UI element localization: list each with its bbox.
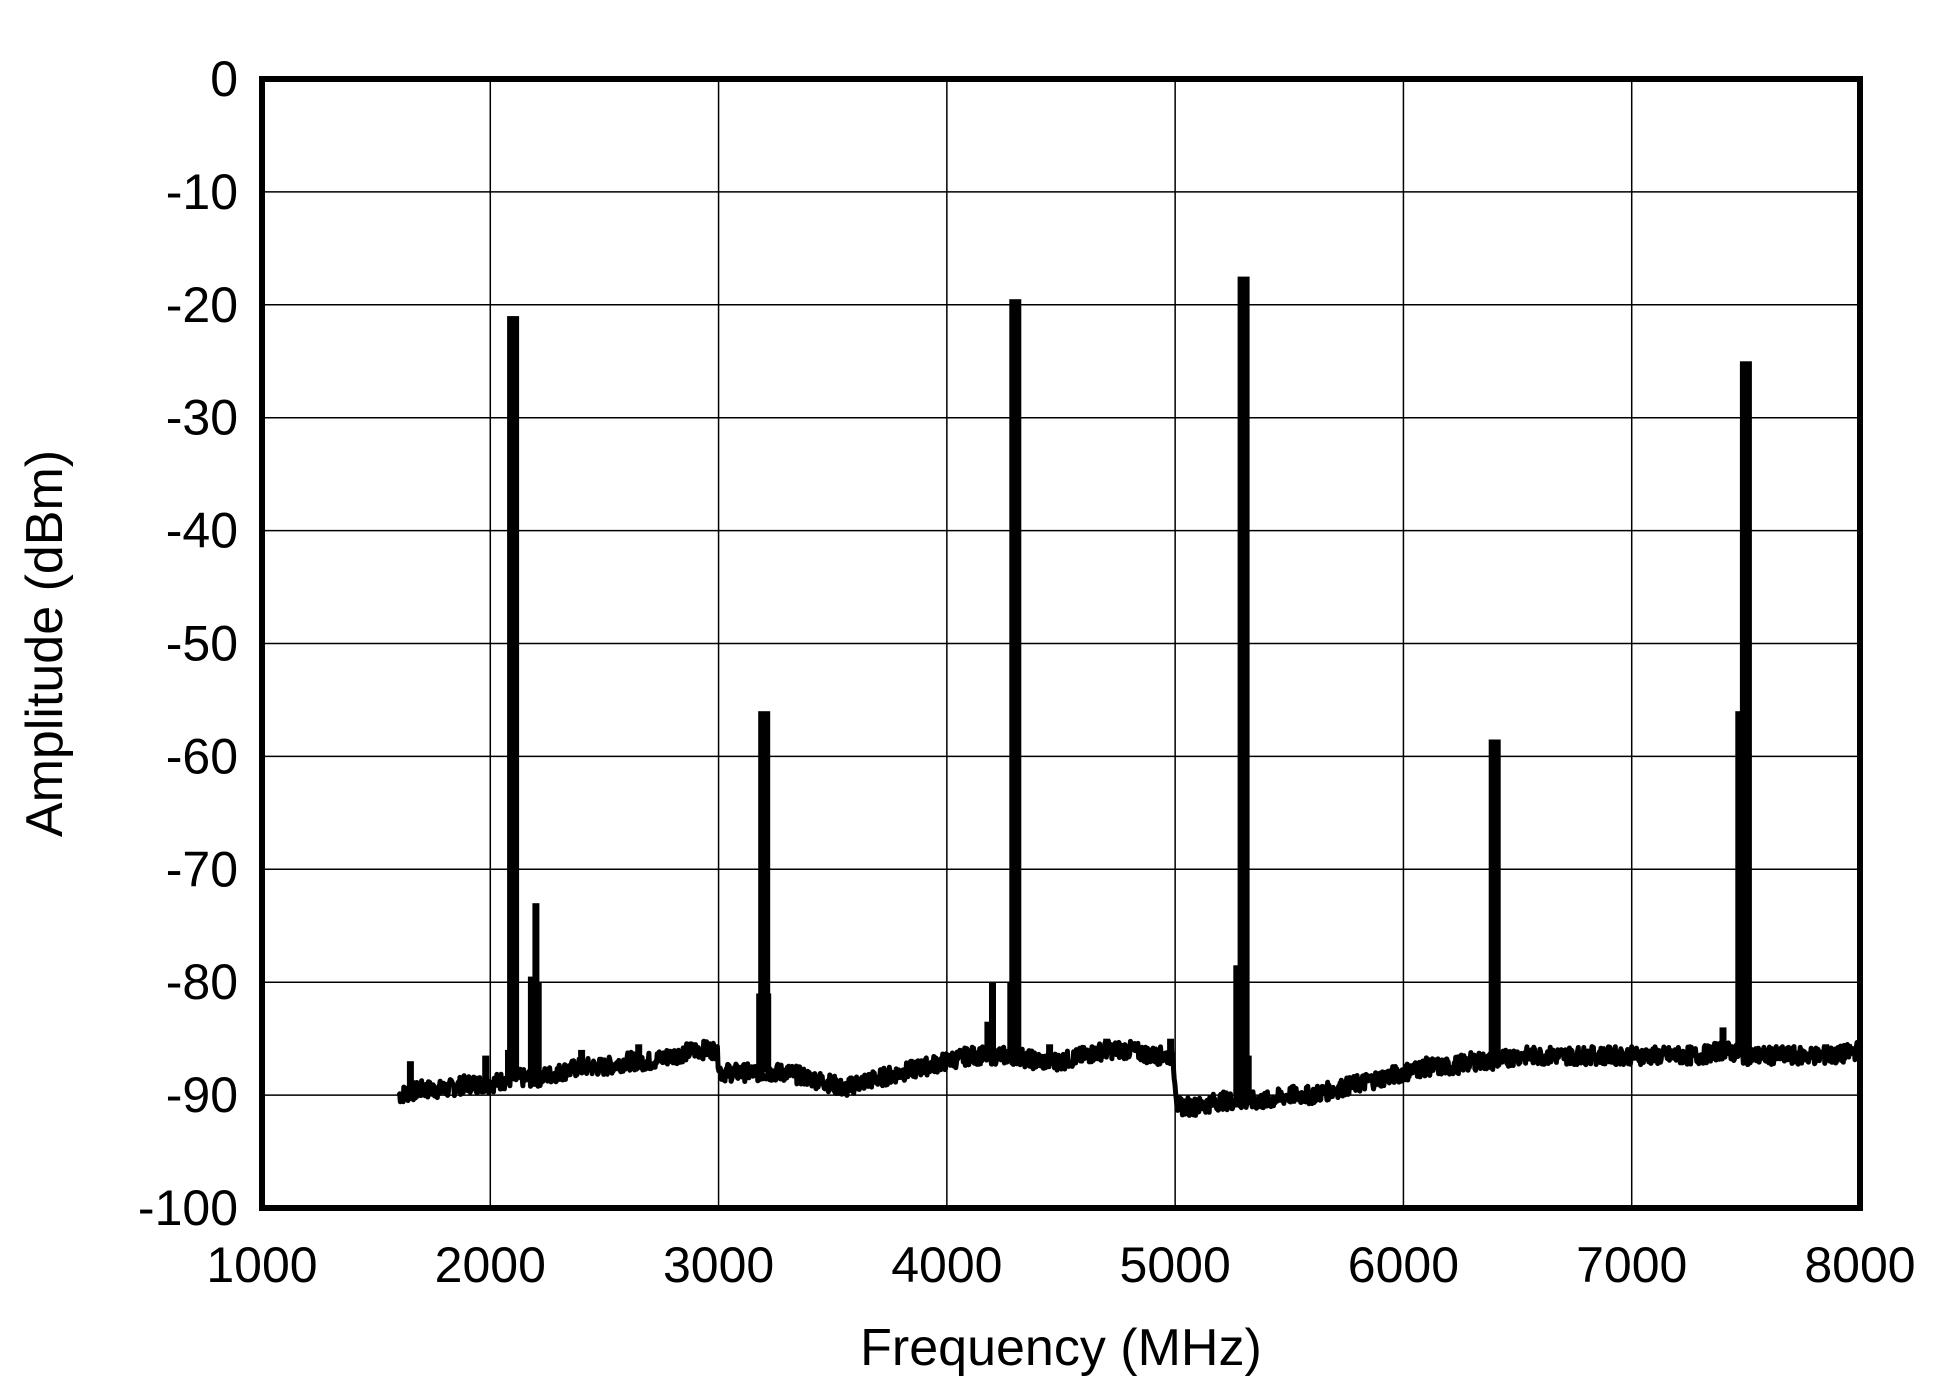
y-tick-label: -90	[166, 1067, 238, 1123]
y-tick-label: -100	[138, 1180, 238, 1236]
x-tick-label: 2000	[435, 1237, 546, 1293]
gridlines	[261, 78, 1861, 1209]
y-tick-label: -10	[166, 164, 238, 220]
spur-peak	[1822, 1044, 1830, 1056]
x-axis-title: Frequency (MHz)	[860, 1319, 1262, 1377]
spur-peak	[1046, 1044, 1054, 1062]
spur-peak	[1739, 361, 1752, 1056]
spectrum-trace	[396, 276, 1863, 1118]
y-tick-label: -40	[166, 503, 238, 559]
x-tick-label: 6000	[1348, 1237, 1459, 1293]
spur-peak	[1233, 965, 1241, 1101]
spur-peak	[1237, 276, 1250, 1101]
spur-peak	[1103, 1038, 1111, 1050]
spur-peak	[1167, 1038, 1175, 1056]
x-tick-label: 7000	[1576, 1237, 1687, 1293]
x-tick-label: 1000	[206, 1237, 317, 1293]
spur-peak	[1845, 1044, 1853, 1053]
spur-peak	[578, 1049, 586, 1067]
spur-peak	[764, 993, 772, 1073]
y-tick-labels: 0 -10 -20 -30 -40 -50 -60 -70 -80 -90 -100	[138, 51, 238, 1236]
spur-peak	[482, 1055, 490, 1084]
spur-peak	[635, 1044, 643, 1062]
y-axis-title: Amplitude (dBm)	[16, 450, 74, 837]
spur-peak	[527, 976, 535, 1079]
spur-peak	[507, 316, 520, 1079]
spur-peak	[984, 1021, 992, 1056]
plot-frame	[259, 76, 1863, 1211]
x-tick-label: 4000	[891, 1237, 1002, 1293]
y-tick-label: -30	[166, 390, 238, 446]
y-tick-label: -70	[166, 841, 238, 897]
spur-peak	[1009, 299, 1022, 1056]
y-tick-label: -60	[166, 728, 238, 784]
y-tick-label: 0	[210, 51, 238, 107]
spur-peak	[1719, 1027, 1727, 1050]
spur-peak	[406, 1061, 414, 1093]
y-tick-label: -50	[166, 616, 238, 672]
spur-peak	[1244, 1055, 1252, 1101]
spur-peak	[758, 711, 771, 1073]
noise-floor-line	[396, 1038, 1863, 1118]
y-tick-label: -20	[166, 277, 238, 333]
y-tick-label: -80	[166, 954, 238, 1010]
x-tick-label: 5000	[1120, 1237, 1231, 1293]
spur-peak	[534, 982, 542, 1078]
spur-peak	[989, 982, 996, 1056]
x-tick-label: 8000	[1804, 1237, 1915, 1293]
spur-peak	[1493, 1027, 1501, 1061]
x-tick-labels: 1000 2000 3000 4000 5000 6000 7000 8000	[206, 1237, 1915, 1293]
x-tick-label: 3000	[663, 1237, 774, 1293]
spur-peak	[1488, 739, 1501, 1062]
